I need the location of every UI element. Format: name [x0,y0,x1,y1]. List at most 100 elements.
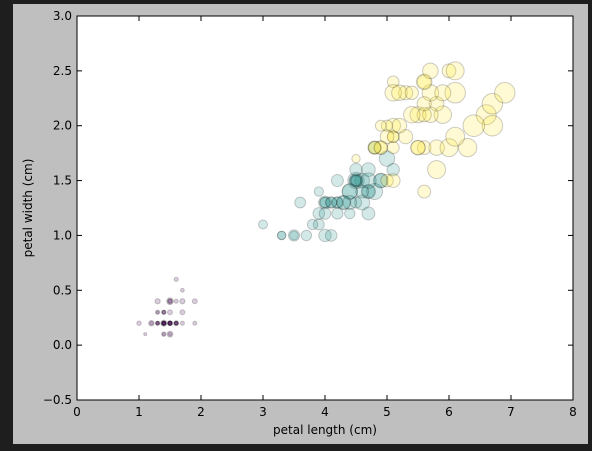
x-tick-label: 8 [569,405,577,419]
data-point [416,107,432,123]
data-point [319,196,331,209]
data-point [386,141,400,155]
data-point [312,207,326,220]
data-point [366,183,384,201]
data-point [462,114,486,137]
data-point [427,160,447,180]
x-tick-label: 6 [445,405,453,419]
data-point [174,321,179,326]
data-point [300,229,313,242]
data-point [294,196,307,209]
data-point [161,321,166,326]
y-tick-label: 0.0 [53,338,72,352]
data-point [367,140,382,155]
data-point [173,298,179,304]
x-axis-label: petal length (cm) [273,423,377,437]
series-2 [258,141,400,243]
data-point [348,173,364,188]
data-point [325,196,338,209]
data-point [367,140,382,155]
data-point [155,320,160,326]
data-point [167,321,173,326]
data-point [398,129,414,145]
data-point [179,298,186,305]
y-tick-label: 1.5 [53,174,72,188]
data-point [457,137,478,158]
y-tick-label: −0.5 [43,393,72,407]
data-point [167,332,173,337]
data-point [441,63,457,79]
data-point [428,139,445,156]
data-point [191,298,198,305]
data-point [445,61,465,81]
data-point [148,319,155,327]
data-point [161,320,167,326]
data-point [360,172,377,189]
data-point [398,85,414,101]
data-point [380,119,394,132]
data-point [161,331,167,337]
x-tick-label: 7 [507,405,515,419]
data-point [161,309,167,315]
y-tick-label: 2.0 [53,119,72,133]
data-point [391,84,408,102]
data-point [410,139,426,156]
data-point [416,96,432,112]
data-point [344,207,356,220]
y-tick-label: 3.0 [53,9,72,23]
data-point [404,85,419,100]
data-point [410,140,426,156]
data-point [422,106,439,123]
plot-area [77,16,573,400]
data-point [342,195,358,210]
data-point [380,173,394,188]
data-point [287,229,301,242]
y-tick-label: 0.5 [53,283,72,297]
data-point [173,276,179,282]
data-point [403,106,421,124]
data-point [161,320,167,326]
data-point [174,321,179,326]
data-point [361,184,376,199]
data-point [318,195,332,210]
scatter-chart: 0 1 2 3 4 5 6 7 8 −0.5 0.0 0.5 1.0 1.5 2.0 2.5 3.0 petal … [21,9,577,437]
data-point [349,162,363,177]
data-point [349,196,363,209]
data-point [373,172,389,189]
data-point [415,73,433,91]
data-point [368,141,382,155]
data-point [161,320,167,326]
data-point [341,183,358,200]
data-point [481,114,504,137]
data-point [351,153,361,164]
data-point [167,320,173,327]
data-point [330,174,344,188]
data-point [331,207,344,220]
data-point [161,321,166,326]
data-point [167,321,173,326]
data-point [373,140,388,155]
data-point [325,196,338,209]
data-point [361,162,376,177]
data-point [386,130,400,144]
data-point [161,310,166,315]
data-point [428,95,445,112]
data-point [155,321,160,326]
data-point [167,298,173,304]
data-point [350,174,362,187]
data-point [409,106,427,124]
data-point [385,117,402,134]
data-point [312,218,325,231]
data-point [167,298,173,305]
data-point [439,138,459,158]
data-point [276,230,287,241]
data-point [416,140,432,156]
data-point [319,196,331,209]
data-point [336,194,352,211]
data-point [494,82,516,104]
figure: 0 1 2 3 4 5 6 7 8 −0.5 0.0 0.5 1.0 1.5 2.0 2.5 3.0 petal … [13,4,588,444]
data-point [276,230,287,241]
data-point [154,309,161,315]
data-point [331,196,344,209]
data-point [179,320,185,326]
